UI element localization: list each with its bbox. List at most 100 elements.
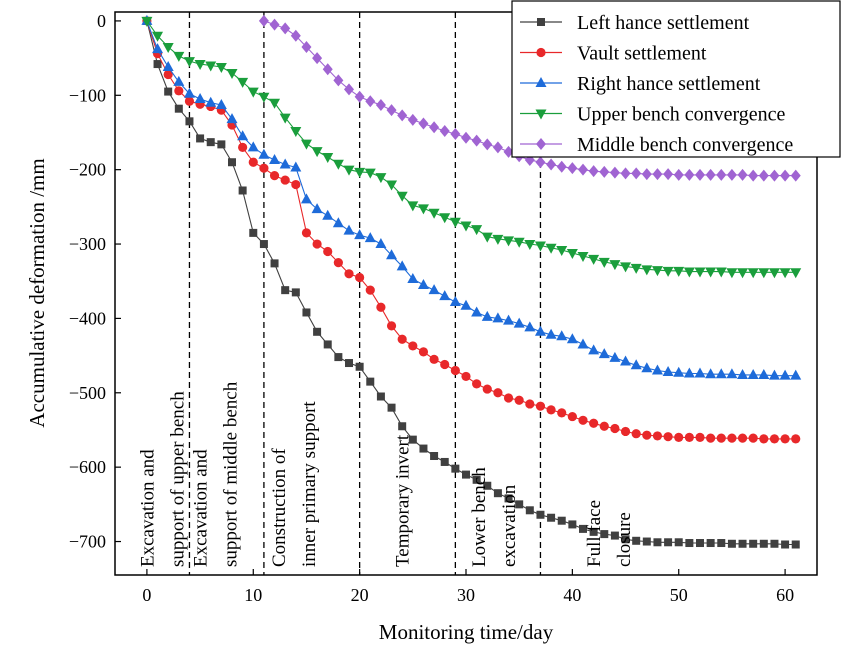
data-point-left-hance-settlement (781, 540, 790, 549)
data-point-right-hance-settlement (162, 61, 174, 72)
data-point-right-hance-settlement (471, 306, 483, 317)
data-point-vault-settlement (184, 96, 195, 106)
data-point-vault-settlement (557, 408, 567, 418)
data-point-middle-bench-convergence (386, 104, 397, 117)
data-point-upper-bench-convergence (152, 31, 164, 42)
stage-label-upper-bench: Excavation and (137, 449, 158, 567)
data-point-upper-bench-convergence (396, 191, 408, 202)
data-point-vault-settlement (695, 432, 705, 443)
data-point-left-hance-settlement (366, 377, 375, 386)
data-point-vault-settlement (259, 163, 269, 173)
data-point-middle-bench-convergence (535, 156, 546, 169)
data-point-vault-settlement (301, 228, 312, 238)
data-point-vault-settlement (291, 179, 301, 190)
data-point-middle-bench-convergence (695, 168, 705, 181)
data-point-upper-bench-convergence (205, 61, 217, 72)
data-point-upper-bench-convergence (364, 168, 376, 179)
data-point-vault-settlement (663, 432, 673, 442)
data-point-upper-bench-convergence (758, 268, 770, 279)
data-point-vault-settlement (248, 157, 258, 167)
data-point-upper-bench-convergence (737, 268, 749, 279)
data-point-left-hance-settlement (281, 286, 290, 295)
data-point-left-hance-settlement (791, 540, 800, 549)
data-point-vault-settlement (503, 393, 514, 403)
data-point-vault-settlement (631, 429, 641, 439)
data-point-left-hance-settlement (664, 538, 673, 547)
data-point-middle-bench-convergence (461, 131, 471, 144)
stage-label-full-face: Full face (584, 500, 605, 567)
data-point-right-hance-settlement (300, 193, 312, 204)
data-point-upper-bench-convergence (322, 153, 334, 164)
data-point-right-hance-settlement (205, 96, 217, 107)
data-point-upper-bench-convergence (439, 213, 451, 224)
data-point-middle-bench-convergence (365, 95, 376, 108)
data-point-vault-settlement (365, 285, 375, 295)
data-point-left-hance-settlement (440, 457, 449, 466)
data-point-left-hance-settlement (313, 327, 322, 336)
data-point-vault-settlement (355, 272, 365, 283)
data-point-right-hance-settlement (715, 368, 727, 379)
stage-label-lower-bench: Lower bench (469, 467, 490, 567)
data-point-upper-bench-convergence (630, 263, 642, 274)
data-point-right-hance-settlement (439, 290, 451, 301)
series-left-hance-settlement (142, 16, 800, 549)
data-point-right-hance-settlement (790, 369, 802, 380)
legend-label-vault-settlement: Vault settlement (577, 43, 707, 65)
data-point-vault-settlement (238, 142, 248, 152)
data-point-vault-settlement (397, 334, 407, 344)
data-point-left-hance-settlement (610, 531, 619, 540)
data-point-left-hance-settlement (483, 481, 492, 490)
data-point-middle-bench-convergence (705, 168, 716, 181)
data-point-left-hance-settlement (345, 359, 353, 368)
data-point-upper-bench-convergence (566, 248, 578, 259)
data-point-vault-settlement (493, 388, 503, 398)
data-point-right-hance-settlement (556, 330, 568, 341)
series-vault-settlement (142, 16, 801, 444)
x-tick-label-30: 30 (457, 585, 475, 605)
data-point-vault-settlement (408, 341, 418, 351)
data-point-upper-bench-convergence (747, 268, 759, 279)
data-point-upper-bench-convergence (215, 63, 227, 74)
data-point-upper-bench-convergence (237, 77, 249, 88)
data-point-vault-settlement (440, 359, 450, 370)
data-point-right-hance-settlement (364, 232, 376, 243)
data-point-vault-settlement (642, 430, 652, 440)
data-point-right-hance-settlement (758, 368, 770, 379)
data-point-right-hance-settlement (173, 75, 185, 86)
data-point-right-hance-settlement (460, 299, 472, 310)
data-point-upper-bench-convergence (673, 266, 685, 277)
data-point-left-hance-settlement (408, 435, 417, 444)
stage-label-inner-support: inner primary support (299, 401, 320, 567)
data-point-vault-settlement (174, 86, 184, 96)
y-tick-label-400: −400 (69, 308, 106, 328)
data-point-vault-settlement (727, 433, 737, 443)
data-point-upper-bench-convergence (683, 267, 695, 278)
data-point-upper-bench-convergence (715, 267, 727, 278)
data-point-vault-settlement (461, 371, 471, 382)
data-point-middle-bench-convergence (737, 168, 748, 181)
axes-layer: 0 10 20 30 40 50 60 0 −100 −200 −300 −400 −500 −600 −7… (69, 11, 794, 605)
data-point-left-hance-settlement (376, 392, 385, 401)
data-point-right-hance-settlement (407, 272, 419, 283)
data-point-left-hance-settlement (632, 536, 641, 545)
data-point-right-hance-settlement (726, 368, 738, 379)
data-point-middle-bench-convergence (354, 90, 365, 103)
data-point-middle-bench-convergence (663, 168, 674, 181)
data-point-right-hance-settlement (577, 338, 589, 349)
series-upper-bench-convergence (141, 16, 802, 279)
data-point-upper-bench-convergence (183, 57, 195, 68)
data-point-left-hance-settlement (504, 494, 513, 503)
data-point-middle-bench-convergence (631, 167, 642, 180)
data-point-upper-bench-convergence (481, 232, 493, 243)
data-point-left-hance-settlement (525, 506, 534, 515)
data-point-right-hance-settlement (683, 367, 695, 378)
data-point-vault-settlement (578, 415, 588, 425)
data-point-middle-bench-convergence (673, 168, 684, 181)
data-point-right-hance-settlement (481, 310, 493, 321)
data-point-left-hance-settlement (323, 340, 332, 349)
data-point-left-hance-settlement (738, 539, 747, 548)
y-tick-label-100: −100 (69, 85, 106, 105)
data-point-vault-settlement (429, 354, 439, 364)
stage-label-middle-bench: support of middle bench (221, 381, 242, 567)
data-point-right-hance-settlement (247, 141, 259, 152)
